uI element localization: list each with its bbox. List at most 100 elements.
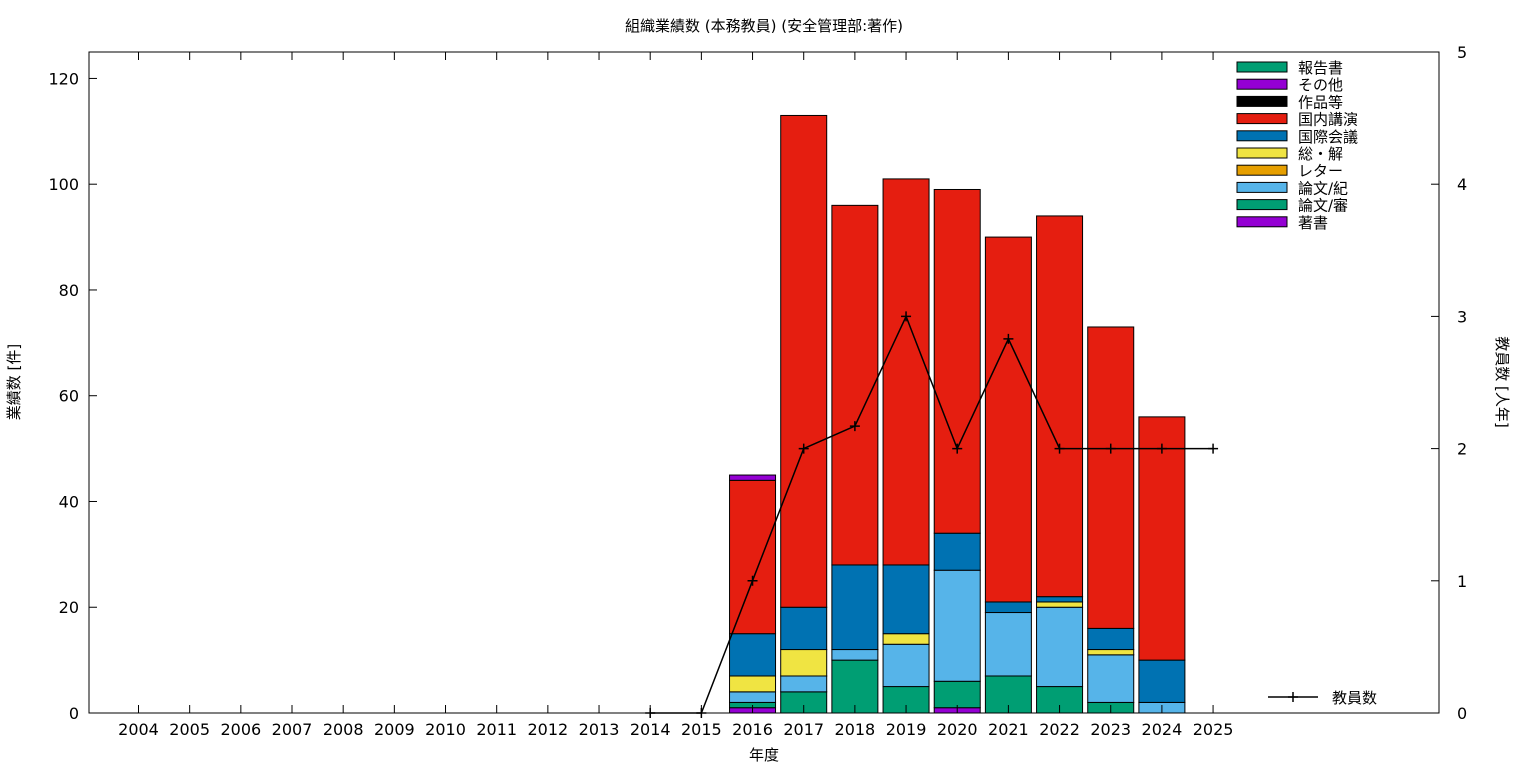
x-tick-label: 2017	[783, 720, 824, 739]
bar-segment-2023-4	[1087, 649, 1135, 656]
x-tick-label: 2006	[220, 720, 261, 739]
legend-swatch-4	[1236, 130, 1288, 142]
x-tick-label: 2011	[476, 720, 517, 739]
chart-title: 組織業績数 (本務教員) (安全管理部:著作)	[625, 17, 903, 35]
y2-tick-label: 4	[1457, 175, 1467, 194]
plot-frame	[88, 51, 1440, 714]
x-axis-label: 年度	[749, 746, 779, 764]
line-point-2017	[798, 443, 809, 454]
x-tick-label: 2005	[169, 720, 210, 739]
x-tick-label: 2018	[835, 720, 876, 739]
bar-segment-2023-2	[1087, 654, 1135, 703]
x-tick-label: 2014	[630, 720, 671, 739]
legend-label-5: 総・解	[1298, 145, 1343, 163]
bar-segment-2016-6	[729, 479, 777, 635]
bar-segment-2017-2	[780, 675, 828, 693]
bars-layer	[729, 114, 1186, 714]
x-tick-label: 2009	[374, 720, 415, 739]
legend-swatch-7	[1236, 181, 1288, 193]
x-tick-label: 2024	[1142, 720, 1183, 739]
x-tick-label: 2010	[425, 720, 466, 739]
legend-label-0: 報告書	[1298, 59, 1343, 77]
bar-segment-2016-5	[729, 633, 777, 677]
line-point-2019	[901, 311, 912, 322]
y2-tick-label: 2	[1457, 440, 1467, 459]
bar-segment-2016-2	[729, 691, 777, 703]
line-point-2021	[1003, 333, 1014, 344]
bar-segment-2020-6	[933, 188, 981, 534]
x-tick-label: 2016	[732, 720, 773, 739]
y-axis-label: 業績数 [件]	[5, 344, 23, 420]
bar-segment-2022-5	[1036, 596, 1084, 603]
legend-swatch-1	[1236, 78, 1288, 90]
x-tick-label: 2008	[323, 720, 364, 739]
legend-swatch-8	[1236, 199, 1288, 211]
bar-segment-2021-5	[984, 601, 1032, 614]
x-tick-label: 2013	[579, 720, 620, 739]
y-tick-label: 120	[48, 69, 79, 88]
bar-segment-2020-1	[933, 680, 981, 709]
line-point-2016	[747, 575, 758, 586]
bar-segment-2022-6	[1036, 215, 1084, 598]
legend-swatch-2	[1236, 95, 1288, 107]
x-tick-label: 2012	[528, 720, 569, 739]
bar-segment-2016-8	[729, 474, 777, 481]
bar-segment-2020-5	[933, 532, 981, 571]
legend-label-7: 論文/紀	[1298, 179, 1348, 197]
legend-line-marker	[1288, 692, 1298, 702]
line-point-2018	[849, 421, 860, 432]
bar-segment-2024-6	[1138, 416, 1186, 661]
y2-tick-label: 5	[1457, 43, 1467, 62]
legend-label-1: その他	[1298, 76, 1343, 94]
x-tick-label: 2020	[937, 720, 978, 739]
bar-segment-2016-4	[729, 675, 777, 693]
bar-segment-2021-6	[984, 236, 1032, 603]
x-tick-label: 2025	[1193, 720, 1234, 739]
bar-segment-2019-5	[882, 564, 930, 635]
x-tick-label: 2022	[1039, 720, 1080, 739]
bar-segment-2019-6	[882, 178, 930, 566]
bar-segment-2019-4	[882, 633, 930, 645]
line-point-2022	[1054, 443, 1065, 454]
legend-label-8: 論文/審	[1298, 197, 1348, 215]
legend-swatch-5	[1236, 147, 1288, 159]
bar-segment-2021-2	[984, 612, 1032, 677]
bar-segment-2023-5	[1087, 627, 1135, 651]
line-point-2023	[1105, 443, 1116, 454]
y2-tick-label: 0	[1457, 704, 1467, 723]
x-tick-label: 2007	[272, 720, 313, 739]
x-tick-label: 2004	[118, 720, 159, 739]
bar-segment-2024-5	[1138, 659, 1186, 703]
legend-swatch-0	[1236, 61, 1288, 73]
line-teachers	[650, 314, 1214, 714]
line-point-2020	[952, 443, 963, 454]
bar-segment-2018-6	[831, 204, 879, 566]
bar-segment-2017-6	[780, 114, 828, 608]
axes-layer: 0 20 40 60 80 100 120 0 1 2 3 4 5 2004 2005 2006 2007 200…	[48, 43, 1467, 739]
bar-segment-2020-2	[933, 569, 981, 682]
y-tick-label: 80	[59, 281, 79, 300]
y-tick-label: 20	[59, 598, 79, 617]
y-tick-label: 0	[69, 704, 79, 723]
x-tick-label: 2021	[988, 720, 1029, 739]
line-point-2024	[1156, 443, 1167, 454]
legend-label-4: 国際会議	[1298, 128, 1358, 146]
bar-segment-2022-4	[1036, 601, 1084, 608]
x-tick-label: 2015	[681, 720, 722, 739]
legend-swatch-3	[1236, 113, 1288, 125]
y-tick-label: 40	[59, 492, 79, 511]
bar-segment-2018-2	[831, 649, 879, 661]
y-tick-label: 100	[48, 175, 79, 194]
x-tick-label: 2019	[886, 720, 927, 739]
bar-segment-2017-5	[780, 606, 828, 651]
bar-segment-2018-5	[831, 564, 879, 651]
legend-label-9: 著書	[1298, 214, 1328, 232]
bar-segment-2022-2	[1036, 606, 1084, 688]
legend-line-label: 教員数	[1332, 689, 1377, 707]
line-point-2025	[1208, 443, 1219, 454]
legend-swatch-9	[1236, 216, 1288, 228]
legend-swatch-6	[1236, 164, 1288, 176]
